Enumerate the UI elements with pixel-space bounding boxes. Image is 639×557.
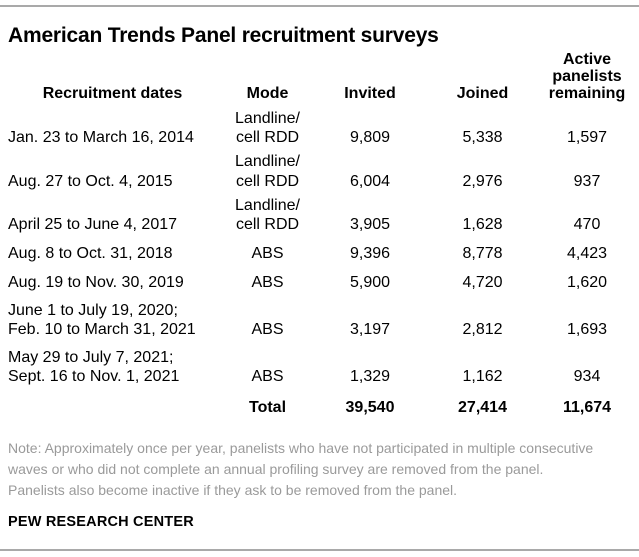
cell-invited: 9,396 — [349, 244, 391, 262]
footnote-text: Note: Approximately once per year, panel… — [8, 439, 594, 498]
total-label: Total — [248, 398, 287, 416]
total-active: 11,674 — [562, 398, 612, 416]
top-divider-line — [0, 5, 639, 7]
cell-mode: Landline/ cell RDD — [235, 110, 300, 147]
cell-dates: April 25 to June 4, 2017 — [8, 215, 178, 233]
column-header-joined: Joined — [456, 85, 509, 103]
table-row: June 1 to July 19, 2020; Feb. 10 to Marc… — [0, 292, 639, 339]
cell-active: 470 — [573, 215, 601, 233]
column-header-active-panelists-remaining: Active panelists remaining — [548, 51, 626, 103]
cell-invited: 6,004 — [349, 172, 391, 190]
cell-mode: ABS — [251, 244, 284, 262]
table-row: Aug. 8 to Oct. 31, 2018 ABS 9,396 8,778 … — [0, 234, 639, 263]
total-invited: 39,540 — [345, 398, 395, 416]
table-row: Aug. 27 to Oct. 4, 2015 Landline/ cell R… — [0, 147, 639, 190]
recruitment-table: Recruitment dates Mode Invited Joined Ac… — [0, 51, 639, 417]
cell-mode: ABS — [251, 273, 284, 291]
cell-joined: 1,162 — [462, 367, 503, 385]
cell-active: 937 — [573, 172, 601, 190]
table-row: Jan. 23 to March 16, 2014 Landline/ cell… — [0, 104, 639, 147]
cell-joined: 2,812 — [462, 320, 503, 338]
cell-dates: June 1 to July 19, 2020; Feb. 10 to Marc… — [8, 301, 196, 338]
cell-mode: ABS — [251, 320, 284, 338]
cell-invited: 9,809 — [349, 129, 391, 147]
table-row: Aug. 19 to Nov. 30, 2019 ABS 5,900 4,720… — [0, 263, 639, 292]
table-total-row: Total 39,540 27,414 11,674 — [0, 386, 639, 417]
cell-invited: 1,329 — [349, 367, 391, 385]
bottom-divider-line — [0, 549, 639, 551]
cell-joined: 5,338 — [462, 129, 503, 147]
total-joined: 27,414 — [458, 398, 507, 416]
cell-dates: May 29 to July 7, 2021; Sept. 16 to Nov.… — [8, 348, 180, 385]
source-attribution: PEW RESEARCH CENTER — [8, 513, 194, 530]
cell-active: 1,620 — [566, 273, 608, 291]
column-header-invited: Invited — [344, 85, 396, 103]
cell-mode: Landline/ cell RDD — [235, 196, 300, 233]
cell-dates: Aug. 19 to Nov. 30, 2019 — [8, 273, 184, 291]
cell-mode: Landline/ cell RDD — [235, 153, 300, 190]
cell-joined: 1,628 — [462, 215, 503, 233]
table-header-row: Recruitment dates Mode Invited Joined Ac… — [0, 51, 639, 104]
cell-joined: 4,720 — [462, 273, 503, 291]
cell-dates: Aug. 27 to Oct. 4, 2015 — [8, 172, 173, 190]
cell-joined: 2,976 — [462, 172, 503, 190]
cell-joined: 8,778 — [462, 244, 503, 262]
cell-dates: Jan. 23 to March 16, 2014 — [8, 129, 194, 147]
cell-invited: 5,900 — [349, 273, 391, 291]
cell-active: 4,423 — [566, 244, 608, 262]
cell-dates: Aug. 8 to Oct. 31, 2018 — [8, 244, 173, 262]
cell-mode: ABS — [251, 367, 284, 385]
cell-active: 1,693 — [566, 320, 608, 338]
column-header-recruitment-dates: Recruitment dates — [42, 85, 183, 103]
column-header-mode: Mode — [246, 85, 289, 103]
cell-dates-empty — [0, 386, 225, 417]
page-title: American Trends Panel recruitment survey… — [8, 24, 439, 47]
cell-active: 1,597 — [566, 129, 608, 147]
cell-invited: 3,197 — [349, 320, 391, 338]
cell-invited: 3,905 — [349, 215, 391, 233]
cell-active: 934 — [573, 367, 601, 385]
table-row: April 25 to June 4, 2017 Landline/ cell … — [0, 191, 639, 234]
table-row: May 29 to July 7, 2021; Sept. 16 to Nov.… — [0, 339, 639, 386]
